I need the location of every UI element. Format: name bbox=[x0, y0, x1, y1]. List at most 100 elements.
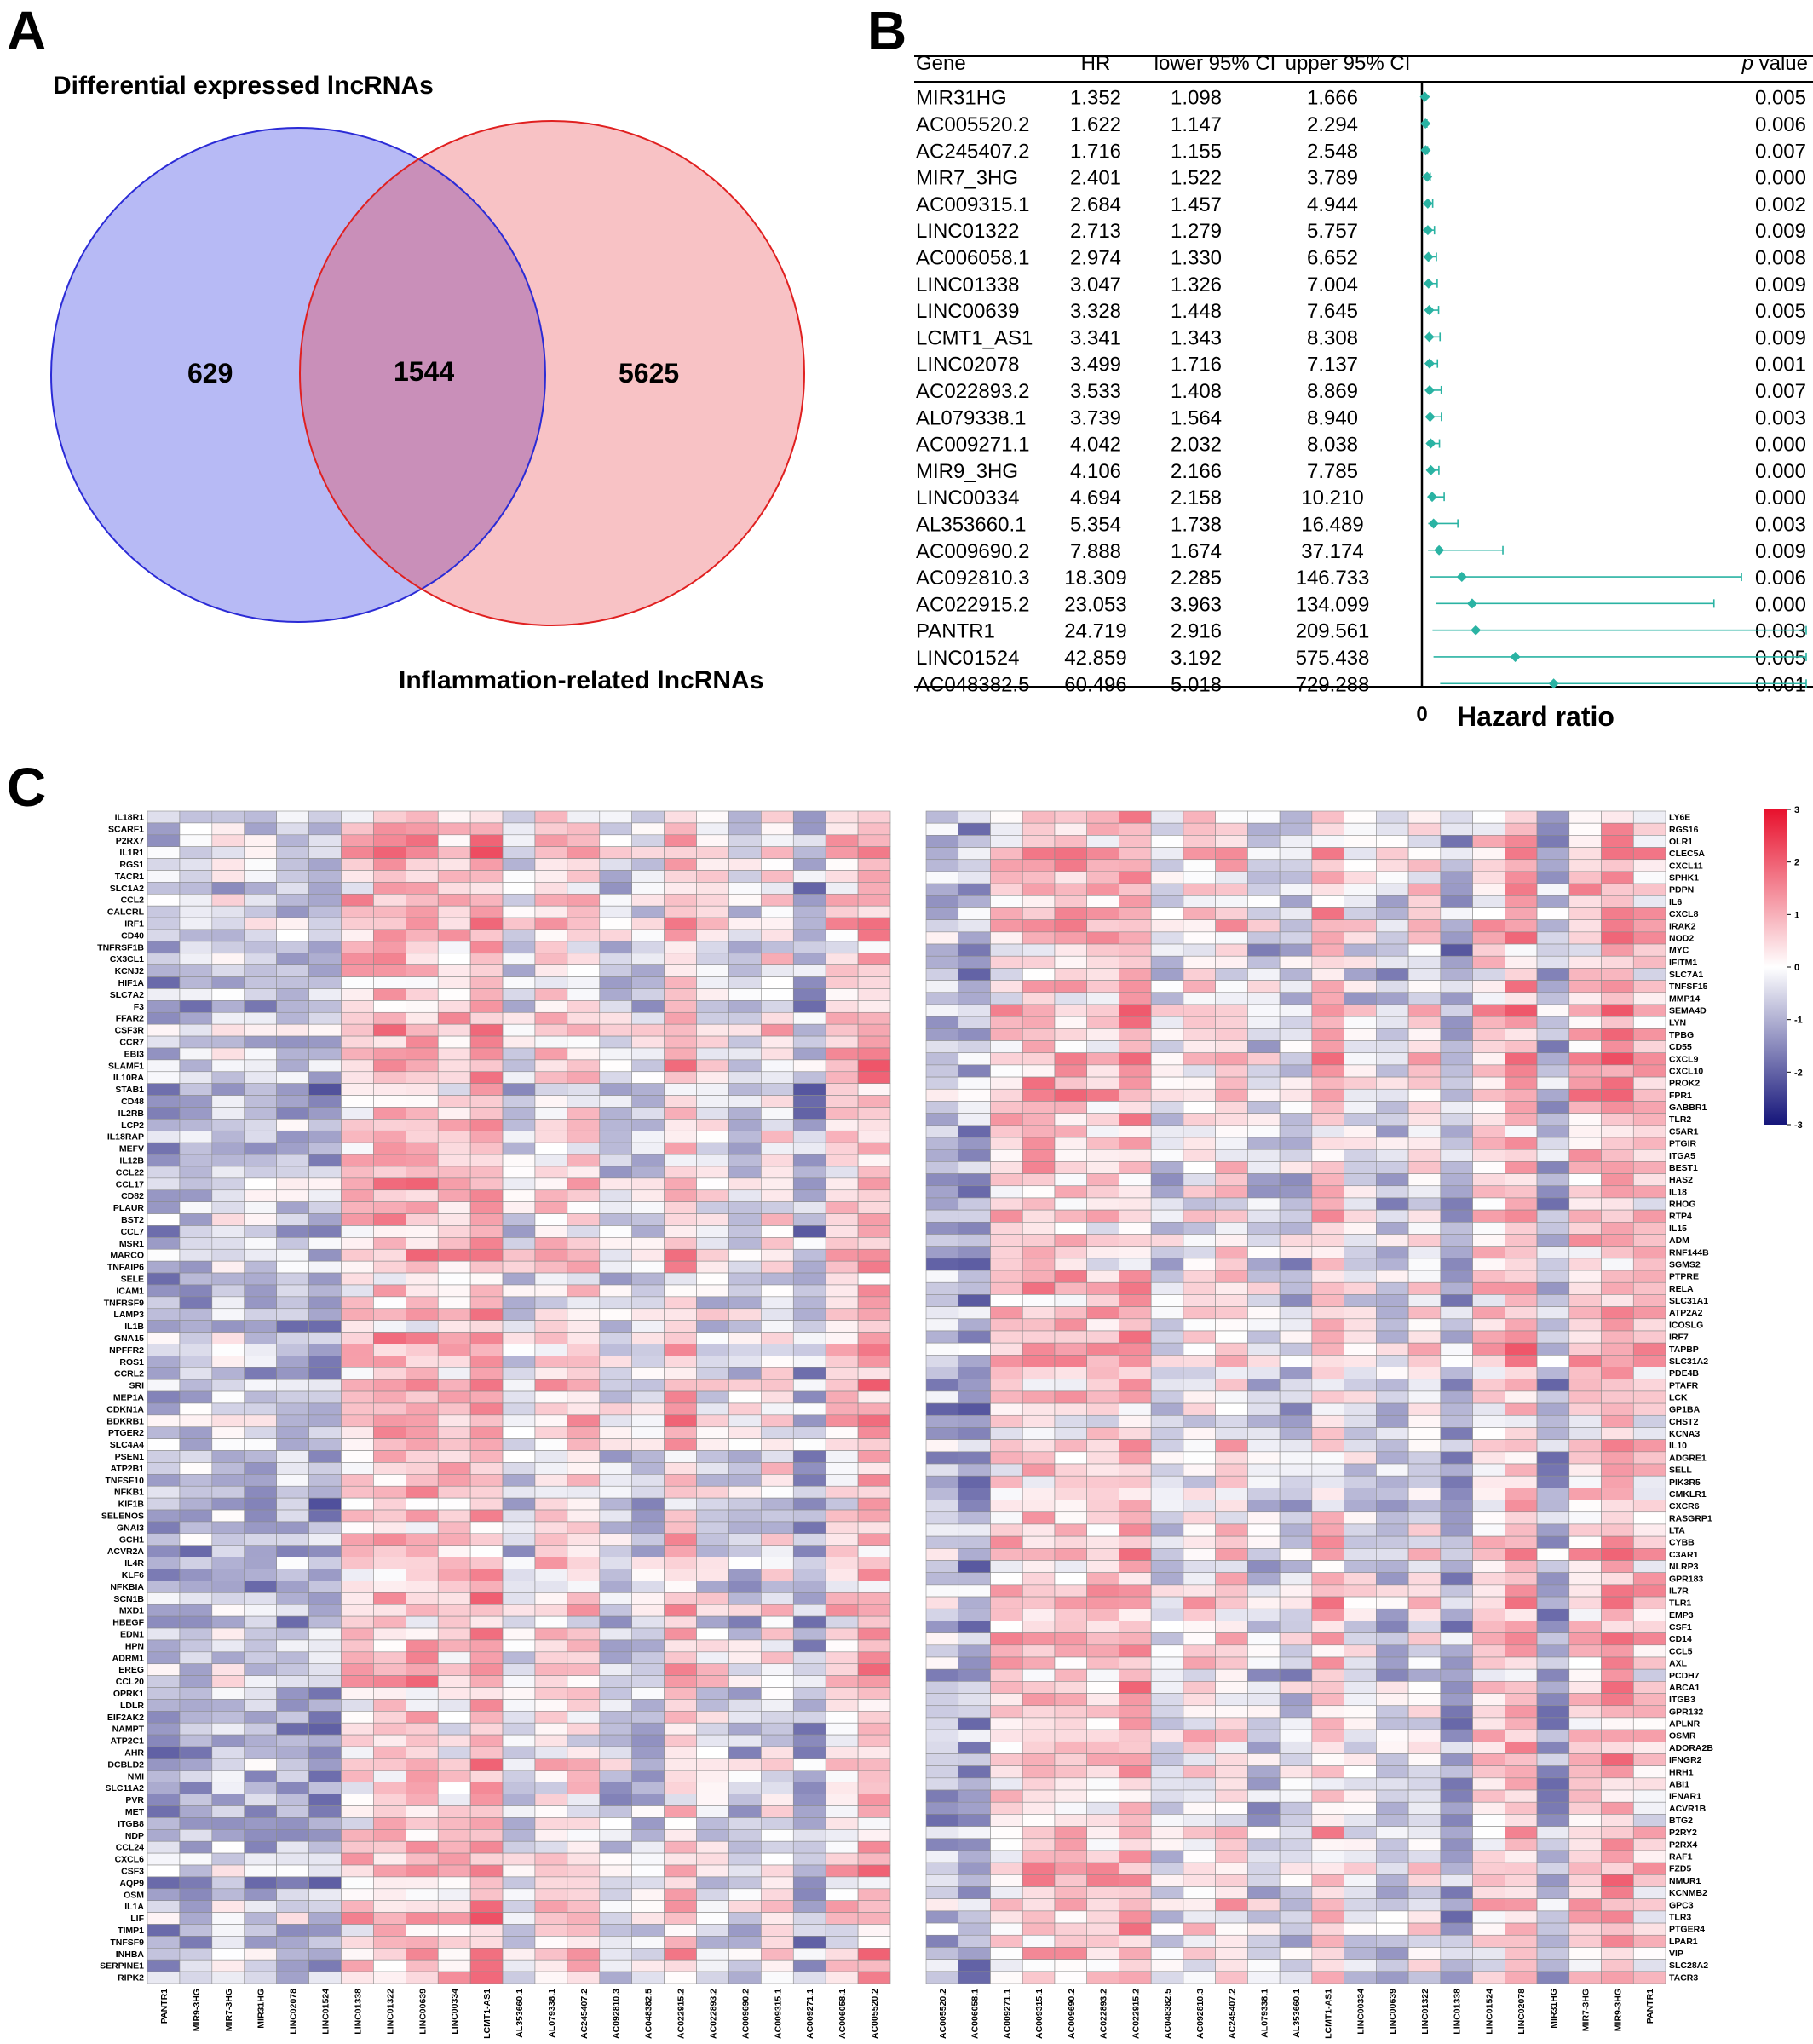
heatmap-cell bbox=[534, 976, 568, 989]
heatmap-cell bbox=[696, 1414, 729, 1428]
forest-hr: 3.739 bbox=[1070, 406, 1121, 429]
heatmap-cell bbox=[1054, 1463, 1087, 1477]
heatmap-cell bbox=[1472, 1101, 1505, 1114]
heatmap-cell bbox=[1601, 1004, 1634, 1017]
heatmap-cell bbox=[1086, 1052, 1119, 1066]
forest-gene: MIR7_3HG bbox=[916, 167, 1018, 190]
heatmap-cell bbox=[990, 1523, 1023, 1537]
heatmap-cell bbox=[857, 1107, 891, 1120]
heatmap-cell bbox=[1054, 822, 1087, 836]
heatmap-cell bbox=[1440, 1668, 1473, 1682]
heatmap-cell bbox=[696, 1166, 729, 1179]
heatmap-cell bbox=[728, 953, 762, 965]
heatmap-cell bbox=[761, 988, 794, 1001]
heatmap-cell bbox=[437, 882, 471, 895]
heatmap-cell bbox=[1150, 835, 1184, 848]
heatmap-cell bbox=[1119, 1439, 1152, 1453]
heatmap-cell bbox=[244, 1581, 277, 1593]
heatmap-cell bbox=[276, 1782, 309, 1794]
heatmap-cell bbox=[1279, 1342, 1313, 1356]
forest-hr: 23.053 bbox=[1064, 593, 1126, 616]
heatmap-cell bbox=[276, 1592, 309, 1605]
heatmap-cell bbox=[925, 1850, 959, 1863]
heatmap-cell bbox=[1086, 1427, 1119, 1440]
heatmap-cell bbox=[1536, 907, 1570, 920]
heatmap-cell bbox=[728, 1770, 762, 1783]
heatmap-cell bbox=[1472, 1523, 1505, 1537]
heatmap-cell bbox=[1376, 871, 1409, 884]
heatmap-cell bbox=[1215, 992, 1248, 1005]
heatmap-cell bbox=[696, 1272, 729, 1286]
legend-tick-label: -2 bbox=[1794, 1068, 1803, 1078]
heatmap-cell bbox=[1632, 943, 1666, 957]
heatmap-cell bbox=[1119, 1814, 1152, 1827]
heatmap-cell bbox=[469, 1450, 504, 1463]
heatmap-cell bbox=[1344, 943, 1377, 957]
heatmap-cell bbox=[1472, 883, 1505, 896]
heatmap-cell bbox=[1119, 1125, 1152, 1138]
heatmap-cell bbox=[373, 1213, 406, 1226]
heatmap-cell bbox=[1440, 1814, 1473, 1827]
heatmap-cell bbox=[211, 1356, 245, 1368]
heatmap-cell bbox=[1279, 1113, 1313, 1126]
heatmap-cell bbox=[1505, 1463, 1538, 1477]
heatmap-cell bbox=[1022, 810, 1056, 824]
heatmap-cell bbox=[179, 1344, 213, 1356]
heatmap-cell bbox=[1344, 1173, 1377, 1187]
heatmap-cell bbox=[567, 1687, 601, 1700]
heatmap-cell bbox=[1311, 1318, 1344, 1332]
forest-pvalue: 0.000 bbox=[1755, 167, 1806, 190]
heatmap-cell bbox=[308, 1912, 342, 1925]
heatmap-cell bbox=[599, 1095, 632, 1108]
heatmap-cell bbox=[308, 1414, 342, 1428]
heatmap-cell bbox=[1022, 1342, 1056, 1356]
heatmap-cell bbox=[147, 1557, 181, 1569]
heatmap-cell bbox=[792, 1533, 826, 1546]
heatmap-cell bbox=[373, 1581, 406, 1593]
heatmap-cell bbox=[1407, 1330, 1442, 1344]
heatmap-cell bbox=[696, 953, 729, 965]
heatmap-row-label: MEP1A bbox=[113, 1393, 145, 1403]
heatmap-row-label: LPAR1 bbox=[1669, 1937, 1698, 1947]
heatmap-cell bbox=[1440, 1693, 1473, 1707]
heatmap-cell bbox=[599, 1840, 632, 1854]
heatmap-cell bbox=[1311, 907, 1344, 920]
heatmap-cell bbox=[1054, 1777, 1087, 1791]
heatmap-cell bbox=[1376, 1886, 1409, 1900]
heatmap-cell bbox=[1505, 1234, 1538, 1247]
heatmap-cell bbox=[1183, 1402, 1216, 1416]
heatmap-cell bbox=[211, 846, 245, 859]
heatmap-cell bbox=[958, 1294, 991, 1307]
heatmap-cell bbox=[958, 847, 991, 861]
heatmap-cell bbox=[696, 1367, 729, 1380]
heatmap-cell bbox=[631, 1794, 665, 1806]
heatmap-cell bbox=[1440, 1342, 1473, 1356]
heatmap-cell bbox=[147, 1734, 181, 1747]
forest-lower: 1.448 bbox=[1171, 300, 1222, 323]
heatmap-cell bbox=[825, 1177, 859, 1191]
heatmap-cell bbox=[244, 1805, 277, 1818]
heatmap-cell bbox=[211, 1569, 245, 1581]
heatmap-cell bbox=[792, 1722, 826, 1736]
heatmap-cell bbox=[469, 1971, 504, 1984]
heatmap-cell bbox=[1376, 1801, 1409, 1815]
heatmap-cell bbox=[1536, 883, 1570, 896]
heatmap-cell bbox=[502, 1272, 536, 1286]
heatmap-cell bbox=[599, 1248, 632, 1262]
heatmap-cell bbox=[825, 1604, 859, 1617]
heatmap-cell bbox=[147, 1201, 181, 1214]
heatmap-cell bbox=[437, 1237, 471, 1250]
heatmap-cell bbox=[1183, 1765, 1216, 1779]
heatmap-cell bbox=[1568, 1729, 1602, 1742]
heatmap-row-label: NFKB1 bbox=[114, 1488, 144, 1498]
heatmap-cell bbox=[308, 1438, 342, 1451]
heatmap-cell bbox=[147, 1189, 181, 1202]
heatmap-cell bbox=[825, 1805, 859, 1818]
heatmap-cell bbox=[373, 1959, 406, 1972]
heatmap-cell bbox=[1344, 1693, 1377, 1707]
heatmap-cell bbox=[373, 1154, 406, 1167]
heatmap-cell bbox=[1215, 1862, 1248, 1875]
heatmap-cell bbox=[1022, 1826, 1056, 1840]
heatmap-cell bbox=[599, 1971, 632, 1984]
heatmap-cell bbox=[1215, 1656, 1248, 1670]
